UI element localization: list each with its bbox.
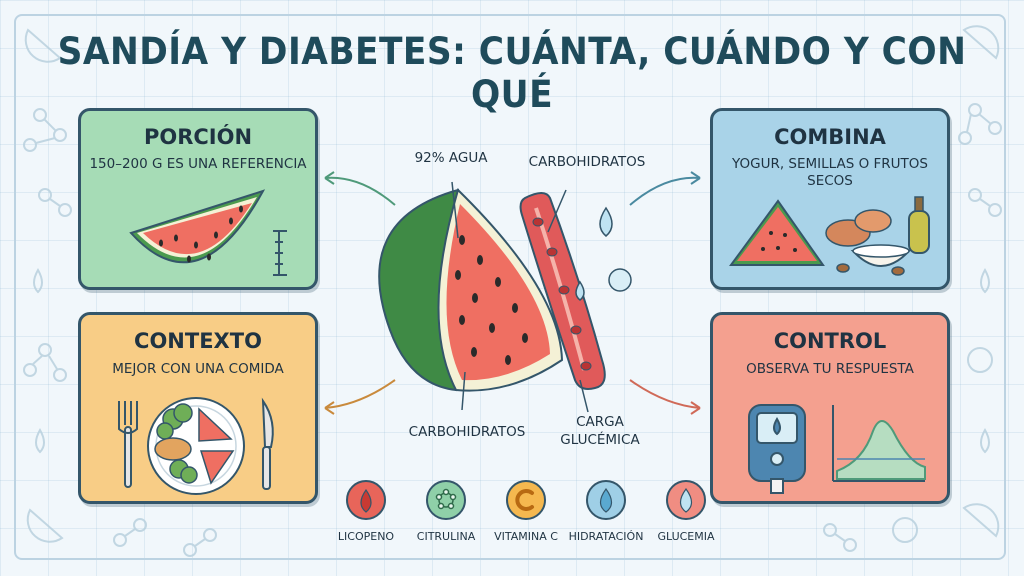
meal-plate-illustration xyxy=(118,397,274,495)
legend-label: CITRULINA xyxy=(416,530,476,543)
glycemic-pointer-line xyxy=(579,379,589,413)
fork-icon xyxy=(118,401,138,488)
card-porcion: PORCIÓN 150–200 G ES UNA REFERENCIA xyxy=(78,108,318,290)
yogurt-bowl-icon xyxy=(850,244,912,267)
drop-outline-icon xyxy=(980,267,990,294)
circle-outline-icon xyxy=(892,517,918,543)
center-illustration xyxy=(378,181,632,413)
card-control-subtitle: OBSERVA TU RESPUESTA xyxy=(746,361,914,377)
page-title: SANDÍA Y DIABETES: CUÁNTA, CUÁNDO Y CON … xyxy=(57,30,967,116)
card-combina-subtitle-2: SECOS xyxy=(807,173,853,189)
molecule-outline-icon xyxy=(38,188,72,217)
glucometer-icon xyxy=(748,404,806,494)
glucose-curve-icon xyxy=(832,405,926,482)
drop-outline-icon xyxy=(33,267,43,294)
nuts-icon xyxy=(825,209,905,276)
arrow-to-porcion xyxy=(324,176,396,206)
watermelon-slice-icon xyxy=(129,189,287,276)
card-combina-title: COMBINA xyxy=(774,125,886,149)
circle-outline-icon xyxy=(967,347,993,373)
molecule-icon xyxy=(426,480,466,520)
knife-icon xyxy=(261,397,274,490)
molecule-outline-icon xyxy=(113,518,147,547)
molecule-outline-icon xyxy=(968,188,1002,217)
blood-vessel-icon xyxy=(519,189,606,413)
card-porcion-subtitle: 150–200 G ES UNA REFERENCIA xyxy=(89,156,307,172)
glycemic-label-1: CARGA xyxy=(576,414,624,430)
glycemic-label-2: GLUCÉMICA xyxy=(560,432,640,448)
carbs-bottom-label: CARBOHIDRATOS xyxy=(408,424,526,440)
watermelon-wedge-icon xyxy=(378,181,564,411)
legend-label: GLUCEMIA xyxy=(657,530,715,543)
card-porcion-title: PORCIÓN xyxy=(143,125,253,149)
molecule-outline-icon xyxy=(958,103,1002,145)
watermelon-slice-icon xyxy=(198,407,235,485)
carbs-top-pointer-line xyxy=(547,189,567,233)
molecule-outline-icon xyxy=(183,528,217,557)
broccoli-icon xyxy=(156,403,198,484)
water-pointer-line xyxy=(451,181,459,239)
legend-item-hidratación: HIDRATACIÓN xyxy=(566,480,646,543)
combina-foods-illustration xyxy=(729,196,930,276)
card-combina-subtitle-1: YOGUR, SEMILLAS O FRUTOS xyxy=(731,156,928,172)
molecule-outline-icon xyxy=(823,523,857,552)
watermelon-outline-icon xyxy=(962,503,1000,538)
card-contexto-subtitle: MEJOR CON UNA COMIDA xyxy=(112,361,284,377)
card-contexto-title: CONTEXTO xyxy=(134,329,262,353)
water-drop-icon xyxy=(586,480,626,520)
ruler-icon xyxy=(273,230,287,276)
drop-outline-icon xyxy=(980,427,990,454)
control-illustration xyxy=(748,404,926,494)
carbs-top-label: CARBOHIDRATOS xyxy=(528,154,646,170)
page-frame xyxy=(14,14,1006,560)
watermelon-slice-icon xyxy=(729,199,825,266)
legend-label: LICOPENO xyxy=(337,530,395,543)
legend-item-citrulina: CITRULINA xyxy=(406,480,486,543)
drop-icon xyxy=(346,480,386,520)
watermelon-outline-icon xyxy=(26,508,64,543)
chicken-icon xyxy=(154,437,192,461)
glucose-drop-icon xyxy=(666,480,706,520)
card-combina: COMBINA YOGUR, SEMILLAS O FRUTOS SECOS xyxy=(710,108,950,290)
card-contexto: CONTEXTO MEJOR CON UNA COMIDA xyxy=(78,312,318,504)
arrow-to-combina xyxy=(629,176,701,206)
arrow-to-control xyxy=(629,379,701,409)
legend-label: HIDRATACIÓN xyxy=(568,530,644,543)
watermelon-outline-icon xyxy=(24,28,62,63)
water-label: 92% AGUA xyxy=(414,150,488,166)
oil-bottle-icon xyxy=(908,196,930,254)
carbs-pointer-line xyxy=(461,371,466,411)
card-control-title: CONTROL xyxy=(773,329,887,353)
legend-item-licopeno: LICOPENO xyxy=(326,480,406,543)
card-control: CONTROL OBSERVA TU RESPUESTA xyxy=(710,312,950,504)
watermelon-outline-icon xyxy=(962,25,1000,60)
glucose-drops xyxy=(575,206,632,301)
legend-item-glucemia: GLUCEMIA xyxy=(646,480,726,543)
vitamin-c-icon xyxy=(506,480,546,520)
legend-label: VITAMINA C xyxy=(494,530,558,543)
molecule-outline-icon xyxy=(23,108,67,152)
drop-outline-icon xyxy=(35,427,45,454)
arrow-to-contexto xyxy=(324,379,396,409)
legend-item-vitamina-c: VITAMINA C xyxy=(486,480,566,543)
molecule-outline-icon xyxy=(23,343,67,382)
